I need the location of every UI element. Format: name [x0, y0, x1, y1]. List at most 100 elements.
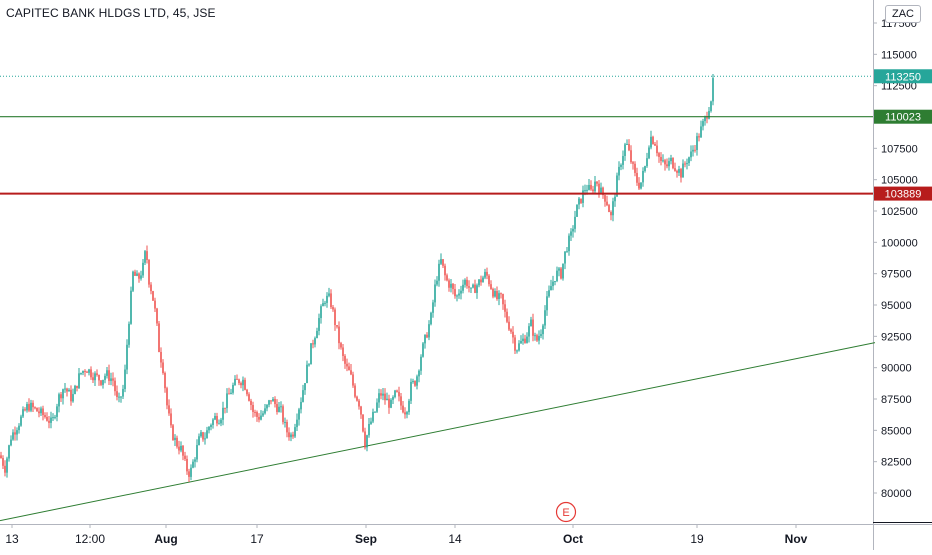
candle-body	[424, 334, 426, 344]
candle	[272, 396, 274, 402]
candle	[234, 375, 236, 386]
candle-body	[136, 273, 138, 276]
candle	[142, 259, 144, 278]
candle-body	[636, 172, 638, 183]
candle-body	[660, 156, 662, 161]
candle-body	[304, 383, 306, 391]
candle	[552, 275, 554, 291]
candle	[74, 384, 76, 395]
candle-body	[320, 306, 322, 319]
candle-body	[564, 251, 566, 264]
candle	[94, 371, 96, 387]
x-tick-label: 12:00	[75, 532, 105, 546]
candle	[672, 157, 674, 170]
candle-body	[214, 415, 216, 420]
candle-body	[712, 78, 714, 102]
candle-body	[598, 183, 600, 193]
candle-body	[248, 394, 250, 401]
candle-body	[594, 181, 596, 192]
candle	[300, 397, 302, 414]
candle	[606, 195, 608, 207]
candle	[624, 142, 626, 161]
candle	[336, 325, 338, 329]
candle-body	[328, 293, 330, 296]
candle	[430, 311, 432, 326]
candle	[434, 279, 436, 307]
currency-badge[interactable]: ZAC	[885, 5, 921, 23]
candle-body	[128, 323, 130, 345]
candle	[410, 378, 412, 405]
candle-body	[472, 284, 474, 288]
candle-body	[332, 307, 334, 310]
candle-body	[500, 293, 502, 295]
candle	[628, 139, 630, 152]
candle-body	[264, 408, 266, 414]
candle	[554, 280, 556, 286]
candle	[148, 258, 150, 288]
candle-body	[86, 371, 88, 373]
candle-body	[120, 396, 122, 398]
candle-body	[220, 419, 222, 424]
candle-body	[52, 417, 54, 419]
candle-body	[42, 408, 44, 416]
x-tick-label: Oct	[563, 532, 583, 546]
candle-body	[46, 416, 48, 421]
candle	[14, 426, 16, 441]
candle-body	[116, 391, 118, 398]
candle-body	[348, 366, 350, 371]
candle	[644, 165, 646, 173]
candle	[510, 328, 512, 334]
candle	[302, 384, 304, 403]
candle	[166, 386, 168, 410]
candle	[182, 445, 184, 461]
candle	[344, 354, 346, 369]
candle	[120, 396, 122, 403]
candle	[656, 140, 658, 157]
candle-body	[294, 427, 296, 437]
candle-body	[88, 369, 90, 373]
candle	[254, 409, 256, 417]
candle	[154, 297, 156, 313]
candle-body	[114, 380, 116, 392]
candle-body	[76, 385, 78, 389]
candle	[396, 389, 398, 393]
candle-body	[232, 384, 234, 393]
candle-body	[236, 378, 238, 380]
candle-body	[158, 323, 160, 352]
candle-body	[68, 389, 70, 392]
candle-body	[374, 411, 376, 413]
candle	[568, 233, 570, 256]
candle	[98, 374, 100, 386]
candle	[710, 100, 712, 113]
x-tick-label: Nov	[785, 532, 808, 546]
candle-body	[150, 284, 152, 292]
candle	[290, 432, 292, 442]
candle	[632, 160, 634, 170]
candle-body	[524, 338, 526, 343]
candle	[46, 412, 48, 422]
candle-body	[380, 393, 382, 396]
candle-body	[266, 404, 268, 409]
candle-body	[368, 423, 370, 436]
candle-body	[708, 110, 710, 119]
candle	[136, 270, 138, 277]
candle	[420, 354, 422, 375]
candle-body	[610, 212, 612, 216]
candle	[232, 382, 234, 395]
candle-body	[316, 330, 318, 339]
candle	[226, 388, 228, 413]
candle-body	[562, 263, 564, 279]
candle-body	[26, 404, 28, 411]
candle-body	[586, 189, 588, 191]
candle-body	[616, 175, 618, 197]
candle-body	[402, 405, 404, 413]
candle	[128, 321, 130, 348]
candle	[548, 285, 550, 298]
candle-body	[440, 259, 442, 264]
x-tick-label: 14	[448, 532, 462, 546]
candle-body	[400, 396, 402, 406]
candle	[284, 417, 286, 428]
candle-body	[352, 374, 354, 386]
